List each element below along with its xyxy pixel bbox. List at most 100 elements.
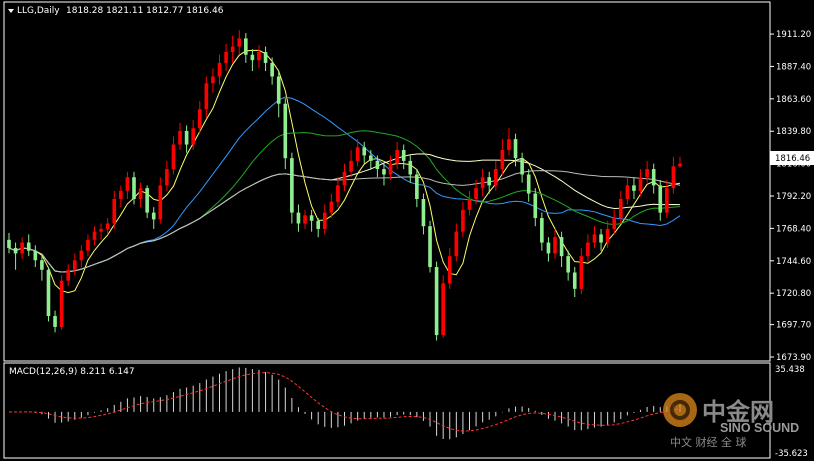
logo-mark-icon (663, 393, 697, 427)
candle-body (625, 185, 630, 199)
candle (13, 242, 18, 270)
macd-histogram (8, 367, 681, 440)
logo-en: SINO SOUND (720, 421, 799, 435)
candle (546, 237, 551, 262)
candle-body (421, 198, 426, 227)
candle-body (204, 83, 209, 110)
candle (244, 32, 248, 63)
candle-body (632, 185, 636, 191)
candle (487, 171, 492, 194)
candle-body (362, 147, 367, 156)
candle-body (507, 139, 511, 151)
candle-body (178, 130, 182, 145)
candle-body (40, 260, 44, 270)
logo-cn: 中金网 (702, 398, 774, 426)
candle-body (171, 144, 176, 170)
candle (605, 220, 610, 248)
candle (290, 152, 294, 224)
candle (526, 169, 531, 202)
candle-body (572, 272, 577, 289)
ohlc-values: 1818.28 1821.11 1812.77 1816.46 (66, 6, 224, 16)
candle-body (678, 163, 682, 167)
candle (145, 185, 149, 219)
candle-body (92, 231, 97, 240)
last-price-label: 1816.46 (775, 154, 810, 164)
candle (151, 207, 156, 229)
candle-body (645, 169, 649, 178)
candle (559, 231, 564, 268)
candle-body (59, 280, 64, 327)
candle (349, 150, 353, 178)
candle (500, 139, 505, 175)
candle-body (20, 242, 24, 254)
candle-body (441, 283, 445, 336)
candle-body (99, 228, 103, 232)
y-tick-label: 1839.80 (776, 127, 811, 137)
candle (132, 171, 136, 205)
candle (618, 190, 623, 224)
candle (651, 163, 656, 194)
candle-body (250, 54, 255, 61)
candle (369, 150, 373, 170)
candle (138, 182, 143, 208)
candle-body (513, 139, 518, 159)
candle (211, 68, 215, 93)
candle-body (540, 218, 544, 243)
candle (250, 49, 255, 72)
y-tick-label: 1673.90 (776, 353, 811, 363)
candle (566, 250, 570, 281)
candle (257, 45, 261, 69)
candle-body (230, 46, 235, 53)
candle-body (612, 218, 617, 229)
candle (26, 234, 31, 257)
candle-body (33, 250, 38, 261)
candle (178, 122, 182, 151)
candle-body (395, 150, 399, 164)
candle (237, 30, 242, 55)
candle-body (355, 147, 360, 161)
candle-body (244, 38, 248, 55)
candle (20, 237, 24, 259)
candle (270, 57, 274, 85)
candle (119, 185, 123, 208)
candle (125, 171, 130, 199)
candle-body (79, 250, 84, 261)
candle-body (638, 177, 643, 191)
candle (415, 169, 419, 208)
candle-body (283, 103, 288, 159)
candle (33, 245, 38, 268)
candle-body (546, 242, 551, 254)
collapse-arrow-icon[interactable] (8, 9, 14, 13)
candle (625, 177, 630, 205)
candle-body (651, 169, 656, 186)
candle (46, 267, 51, 322)
candle (507, 128, 511, 156)
candle (467, 190, 472, 216)
candle-body (270, 62, 274, 77)
candle-body (480, 177, 485, 189)
candle-body (257, 52, 261, 61)
candle (72, 253, 77, 276)
candle (533, 188, 538, 227)
candle (105, 218, 110, 235)
candle (263, 46, 268, 72)
candle-body (388, 163, 393, 175)
candle (197, 101, 202, 134)
candle-body (165, 169, 169, 186)
candle (66, 264, 71, 287)
y-tick-label: 1768.40 (776, 224, 811, 234)
candle (586, 234, 590, 262)
candle (447, 247, 452, 289)
price-axis: 1911.201887.401863.601839.801816.001792.… (770, 30, 811, 363)
candle-body (559, 237, 564, 257)
candle-body (53, 316, 57, 327)
candle (441, 275, 445, 338)
candle-body (309, 215, 314, 221)
candle (276, 71, 281, 118)
macd-top-label: 35.438 (775, 365, 805, 375)
y-tick-label: 1744.60 (776, 257, 811, 267)
candle-body (224, 52, 228, 63)
candle-body (138, 188, 143, 199)
candle (59, 275, 64, 330)
